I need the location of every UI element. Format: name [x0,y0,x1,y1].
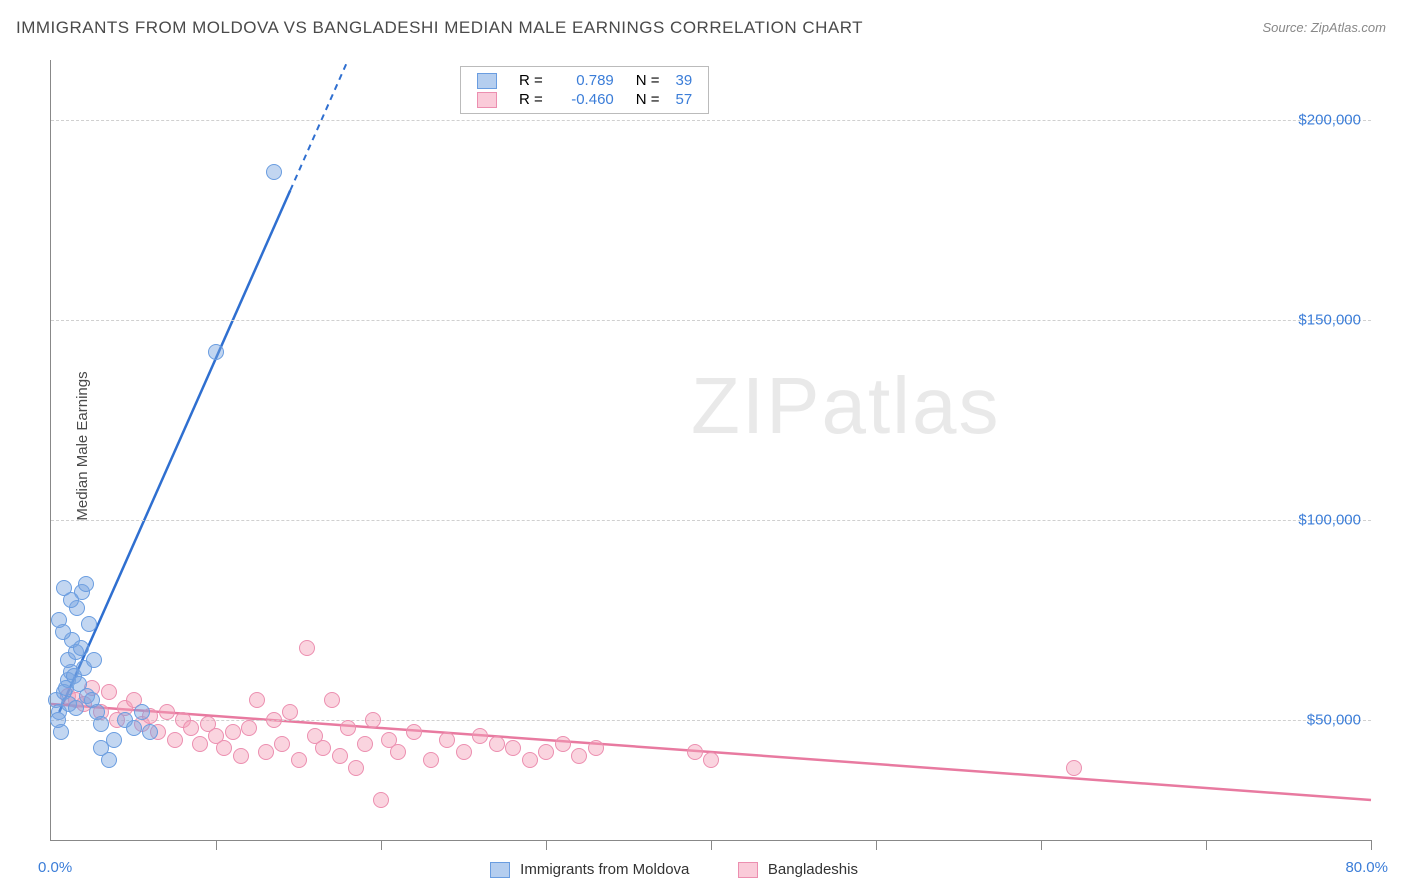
data-point-bangladeshi [340,720,356,736]
data-point-bangladeshi [192,736,208,752]
x-axis-min-label: 0.0% [38,859,72,876]
x-axis-max-label: 80.0% [1345,859,1388,876]
source-label: Source: ZipAtlas.com [1262,20,1386,35]
data-point-bangladeshi [266,712,282,728]
data-point-moldova [86,652,102,668]
data-point-moldova [56,580,72,596]
trend-line-moldova [59,190,290,712]
r-label: R = [511,71,551,90]
legend-label-moldova: Immigrants from Moldova [520,861,689,878]
data-point-bangladeshi [274,736,290,752]
series-legend: Immigrants from Moldova Bangladeshis [490,861,858,878]
data-point-bangladeshi [522,752,538,768]
data-point-moldova [93,716,109,732]
gridline [51,320,1371,321]
n-value-moldova: 39 [668,71,701,90]
correlation-legend: R = 0.789 N = 39 R = -0.460 N = 57 [460,66,709,114]
legend-label-bangladeshi: Bangladeshis [768,861,858,878]
data-point-bangladeshi [571,748,587,764]
data-point-moldova [134,704,150,720]
data-point-moldova [78,576,94,592]
plot-area: ZIPatlas $50,000$100,000$150,000$200,000 [50,60,1371,841]
y-tick-label: $100,000 [1298,512,1361,529]
data-point-bangladeshi [687,744,703,760]
data-point-moldova [68,700,84,716]
data-point-bangladeshi [1066,760,1082,776]
data-point-bangladeshi [423,752,439,768]
x-tick [1041,840,1042,850]
data-point-bangladeshi [505,740,521,756]
x-tick [216,840,217,850]
data-point-moldova [106,732,122,748]
data-point-bangladeshi [456,744,472,760]
data-point-bangladeshi [390,744,406,760]
source-prefix: Source: [1262,20,1310,35]
n-value-bangladeshi: 57 [668,90,701,109]
data-point-bangladeshi [101,684,117,700]
data-point-moldova [266,164,282,180]
data-point-bangladeshi [159,704,175,720]
x-tick [1206,840,1207,850]
data-point-moldova [50,712,66,728]
y-tick-label: $50,000 [1307,712,1361,729]
x-tick [381,840,382,850]
swatch-bangladeshi [477,92,497,108]
x-tick [711,840,712,850]
n-label: N = [622,71,668,90]
data-point-bangladeshi [332,748,348,764]
data-point-bangladeshi [183,720,199,736]
data-point-bangladeshi [703,752,719,768]
data-point-bangladeshi [489,736,505,752]
data-point-bangladeshi [588,740,604,756]
data-point-moldova [208,344,224,360]
data-point-bangladeshi [258,744,274,760]
data-point-moldova [81,616,97,632]
data-point-bangladeshi [167,732,183,748]
data-point-bangladeshi [406,724,422,740]
data-point-bangladeshi [357,736,373,752]
source-name: ZipAtlas.com [1311,20,1386,35]
data-point-bangladeshi [225,724,241,740]
data-point-bangladeshi [472,728,488,744]
data-point-bangladeshi [291,752,307,768]
data-point-bangladeshi [315,740,331,756]
chart-title: IMMIGRANTS FROM MOLDOVA VS BANGLADESHI M… [16,18,863,38]
legend-row-bangladeshi: R = -0.460 N = 57 [469,90,700,109]
data-point-bangladeshi [538,744,554,760]
swatch-bangladeshi-bottom [738,862,758,878]
data-point-bangladeshi [282,704,298,720]
data-point-moldova [51,612,67,628]
y-tick-label: $200,000 [1298,112,1361,129]
data-point-moldova [73,640,89,656]
x-tick [1371,840,1372,850]
data-point-bangladeshi [233,748,249,764]
data-point-bangladeshi [439,732,455,748]
data-point-bangladeshi [324,692,340,708]
gridline [51,520,1371,521]
legend-row-moldova: R = 0.789 N = 39 [469,71,700,90]
trend-line-dashed-moldova [290,60,348,190]
data-point-bangladeshi [216,740,232,756]
data-point-bangladeshi [373,792,389,808]
data-point-bangladeshi [348,760,364,776]
swatch-moldova-bottom [490,862,510,878]
r-label: R = [511,90,551,109]
swatch-moldova [477,73,497,89]
data-point-bangladeshi [241,720,257,736]
x-tick [876,840,877,850]
data-point-bangladeshi [555,736,571,752]
r-value-moldova: 0.789 [551,71,622,90]
data-point-bangladeshi [299,640,315,656]
data-point-moldova [101,752,117,768]
x-tick [546,840,547,850]
data-point-moldova [126,720,142,736]
data-point-moldova [142,724,158,740]
gridline [51,120,1371,121]
data-point-bangladeshi [365,712,381,728]
n-label: N = [622,90,668,109]
r-value-bangladeshi: -0.460 [551,90,622,109]
data-point-bangladeshi [249,692,265,708]
y-tick-label: $150,000 [1298,312,1361,329]
